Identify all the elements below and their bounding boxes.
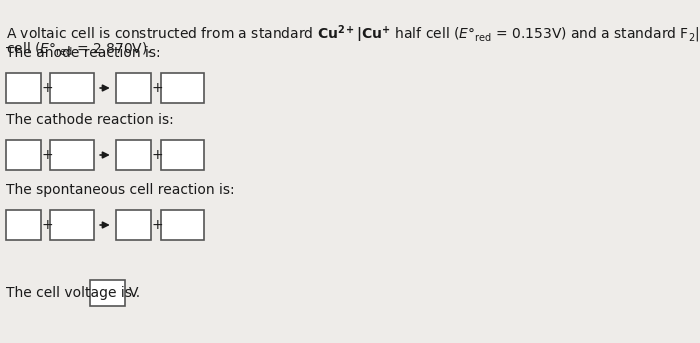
Text: +: + [41, 148, 53, 162]
Text: +: + [41, 218, 53, 232]
Bar [50, 210, 94, 240]
Bar [161, 140, 204, 170]
Bar [116, 73, 151, 103]
Bar [50, 140, 94, 170]
Bar [50, 73, 94, 103]
Bar [116, 210, 151, 240]
Text: The cathode reaction is:: The cathode reaction is: [6, 113, 174, 127]
Bar [6, 140, 41, 170]
Text: The cell voltage is: The cell voltage is [6, 286, 132, 300]
Text: +: + [41, 81, 53, 95]
Text: The spontaneous cell reaction is:: The spontaneous cell reaction is: [6, 183, 234, 197]
Text: A voltaic cell is constructed from a standard $\bf{Cu^{2+}}|\bf{Cu^{+}}$ half ce: A voltaic cell is constructed from a sta… [6, 23, 700, 45]
Text: cell ($E°_{\rm red}$ = 2.870V).: cell ($E°_{\rm red}$ = 2.870V). [6, 41, 151, 58]
Text: V.: V. [129, 286, 141, 300]
Text: +: + [152, 218, 164, 232]
Bar [90, 280, 125, 306]
Bar [161, 210, 204, 240]
Bar [6, 73, 41, 103]
Bar [6, 210, 41, 240]
Text: +: + [152, 81, 164, 95]
Text: +: + [152, 148, 164, 162]
Text: The anode reaction is:: The anode reaction is: [6, 46, 160, 60]
Bar [161, 73, 204, 103]
Bar [116, 140, 151, 170]
